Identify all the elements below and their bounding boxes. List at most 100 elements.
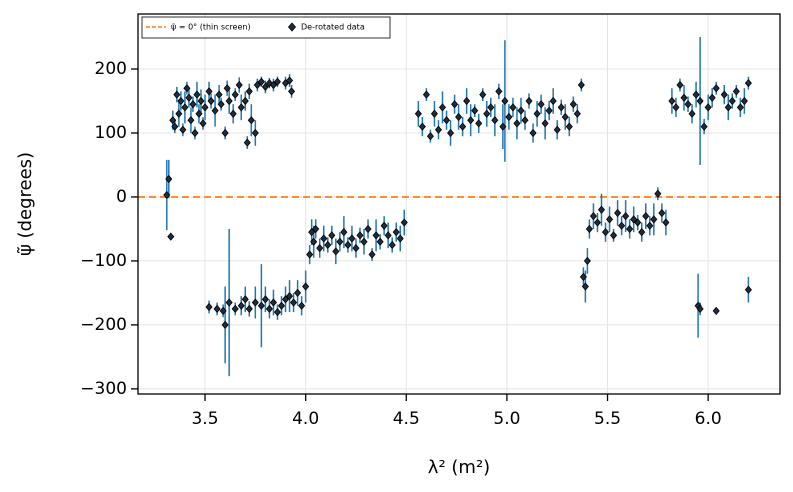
data-point xyxy=(211,106,219,115)
data-point xyxy=(207,96,215,106)
data-point xyxy=(744,78,752,88)
data-point xyxy=(521,116,529,125)
data-point xyxy=(320,234,328,243)
data-point xyxy=(565,122,573,131)
data-point xyxy=(579,272,587,282)
data-point xyxy=(245,304,253,314)
data-point xyxy=(356,231,364,240)
y-tick-label: −200 xyxy=(80,315,127,335)
data-point xyxy=(316,244,324,253)
data-point xyxy=(672,103,680,112)
data-point xyxy=(183,84,191,93)
data-point xyxy=(646,221,654,230)
data-point xyxy=(438,103,447,112)
data-point xyxy=(700,122,708,131)
data-point xyxy=(265,304,273,314)
data-point xyxy=(593,218,601,227)
data-point xyxy=(430,109,438,118)
data-point xyxy=(165,174,173,184)
data-point xyxy=(225,96,233,106)
data-point xyxy=(261,295,269,304)
data-point xyxy=(245,87,253,96)
data-point xyxy=(545,106,553,115)
data-point xyxy=(573,109,581,118)
data-point xyxy=(269,80,277,90)
data-point xyxy=(610,231,618,240)
data-point xyxy=(712,306,720,315)
data-point xyxy=(650,215,658,224)
data-point xyxy=(205,87,213,96)
data-point xyxy=(273,77,281,86)
data-point xyxy=(193,90,201,99)
data-point xyxy=(614,208,622,218)
data-point xyxy=(235,80,243,90)
data-point xyxy=(696,304,704,314)
data-point xyxy=(231,90,239,99)
data-point xyxy=(241,96,249,106)
data-point xyxy=(467,116,475,125)
marks xyxy=(138,37,780,377)
x-tick-label: 5.5 xyxy=(594,409,621,429)
data-point xyxy=(400,218,408,227)
data-point xyxy=(294,288,302,298)
data-point xyxy=(253,80,261,90)
data-point xyxy=(205,302,213,312)
data-point xyxy=(618,221,626,230)
data-point xyxy=(499,122,507,131)
y-tick-label: 100 xyxy=(95,123,127,143)
data-point xyxy=(171,122,179,131)
legend-box xyxy=(141,16,391,39)
data-point xyxy=(642,212,650,221)
data-point xyxy=(459,122,467,131)
data-point xyxy=(221,320,229,330)
data-point xyxy=(336,237,344,246)
data-point xyxy=(630,215,638,224)
data-point xyxy=(288,87,296,96)
data-point xyxy=(312,224,320,234)
data-point xyxy=(434,125,442,134)
data-point xyxy=(744,285,752,294)
data-point xyxy=(557,103,565,112)
data-point xyxy=(352,244,360,253)
data-point xyxy=(215,90,223,99)
data-point xyxy=(533,109,541,118)
data-point xyxy=(442,116,451,125)
data-point xyxy=(475,119,483,128)
data-point xyxy=(213,304,221,314)
y-axis-label: ψ̃ (degrees) xyxy=(15,152,36,256)
data-point xyxy=(328,231,336,240)
data-point xyxy=(654,189,662,198)
data-point xyxy=(692,90,700,99)
data-point xyxy=(680,93,688,102)
data-point xyxy=(561,112,569,122)
data-point xyxy=(261,82,269,92)
data-point xyxy=(281,295,290,304)
data-point xyxy=(217,100,225,109)
x-tick-label: 6.0 xyxy=(695,409,722,429)
data-point xyxy=(585,224,593,234)
data-point xyxy=(197,96,205,106)
data-point xyxy=(463,96,471,106)
data-point xyxy=(360,237,368,246)
data-point xyxy=(269,298,277,307)
data-point xyxy=(483,109,491,118)
data-point xyxy=(237,103,245,112)
data-point xyxy=(340,228,348,237)
data-point xyxy=(606,215,614,224)
data-point xyxy=(426,132,434,141)
data-point xyxy=(225,298,233,307)
x-tick-label: 5.0 xyxy=(493,409,520,429)
data-point xyxy=(541,119,549,128)
data-point xyxy=(505,112,513,122)
data-point xyxy=(728,96,736,106)
data-point xyxy=(372,231,380,240)
data-point xyxy=(704,103,712,112)
data-point xyxy=(634,218,642,227)
data-point xyxy=(696,96,704,106)
legend-label: De-rotated data xyxy=(301,23,365,32)
data-point xyxy=(163,190,171,200)
data-point xyxy=(638,228,646,237)
data-point xyxy=(732,87,740,96)
legend-marker xyxy=(287,22,297,32)
